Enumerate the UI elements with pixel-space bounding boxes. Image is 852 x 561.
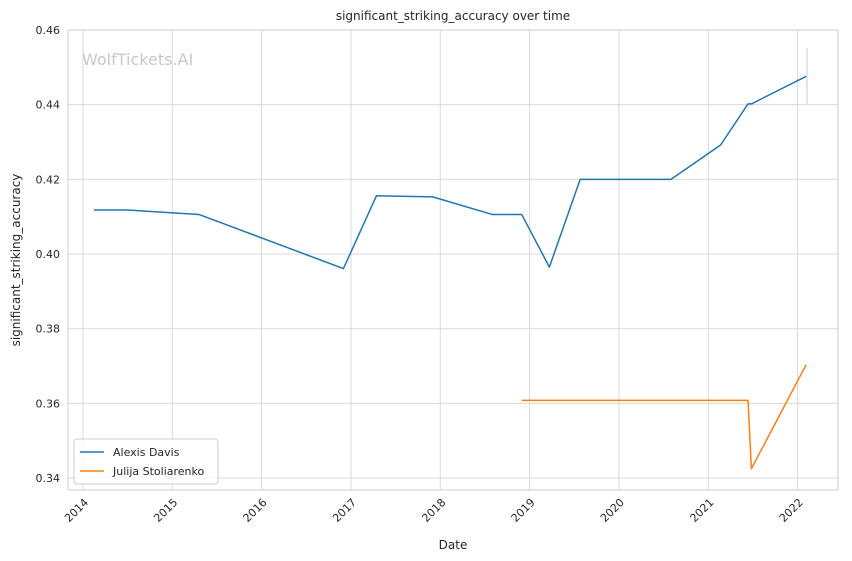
grid xyxy=(68,29,838,490)
legend-label-julija-stoliarenko: Julija Stoliarenko xyxy=(112,465,204,478)
watermark-text: WolfTickets.AI xyxy=(82,50,193,69)
y-tick-labels: 0.34 0.36 0.38 0.40 0.42 0.44 0.46 xyxy=(36,24,61,485)
chart-title: significant_striking_accuracy over time xyxy=(336,9,570,23)
series-layer xyxy=(93,75,807,470)
series-line-julija-stoliarenko xyxy=(521,364,807,470)
legend: Alexis Davis Julija Stoliarenko xyxy=(73,438,219,485)
y-tick-label: 0.34 xyxy=(36,472,61,485)
legend-box xyxy=(73,438,219,485)
y-tick-label: 0.46 xyxy=(36,24,61,37)
legend-label-alexis-davis: Alexis Davis xyxy=(113,446,180,459)
y-tick-label: 0.42 xyxy=(36,173,61,186)
y-axis-label: significant_striking_accuracy xyxy=(9,174,23,347)
y-tick-label: 0.44 xyxy=(36,99,61,112)
plot-frame xyxy=(67,29,839,491)
series-line-alexis-davis xyxy=(93,75,807,270)
y-tick-label: 0.40 xyxy=(36,248,61,261)
y-tick-label: 0.38 xyxy=(36,323,61,336)
x-axis-label: Date xyxy=(439,538,468,552)
y-tick-label: 0.36 xyxy=(36,397,61,410)
